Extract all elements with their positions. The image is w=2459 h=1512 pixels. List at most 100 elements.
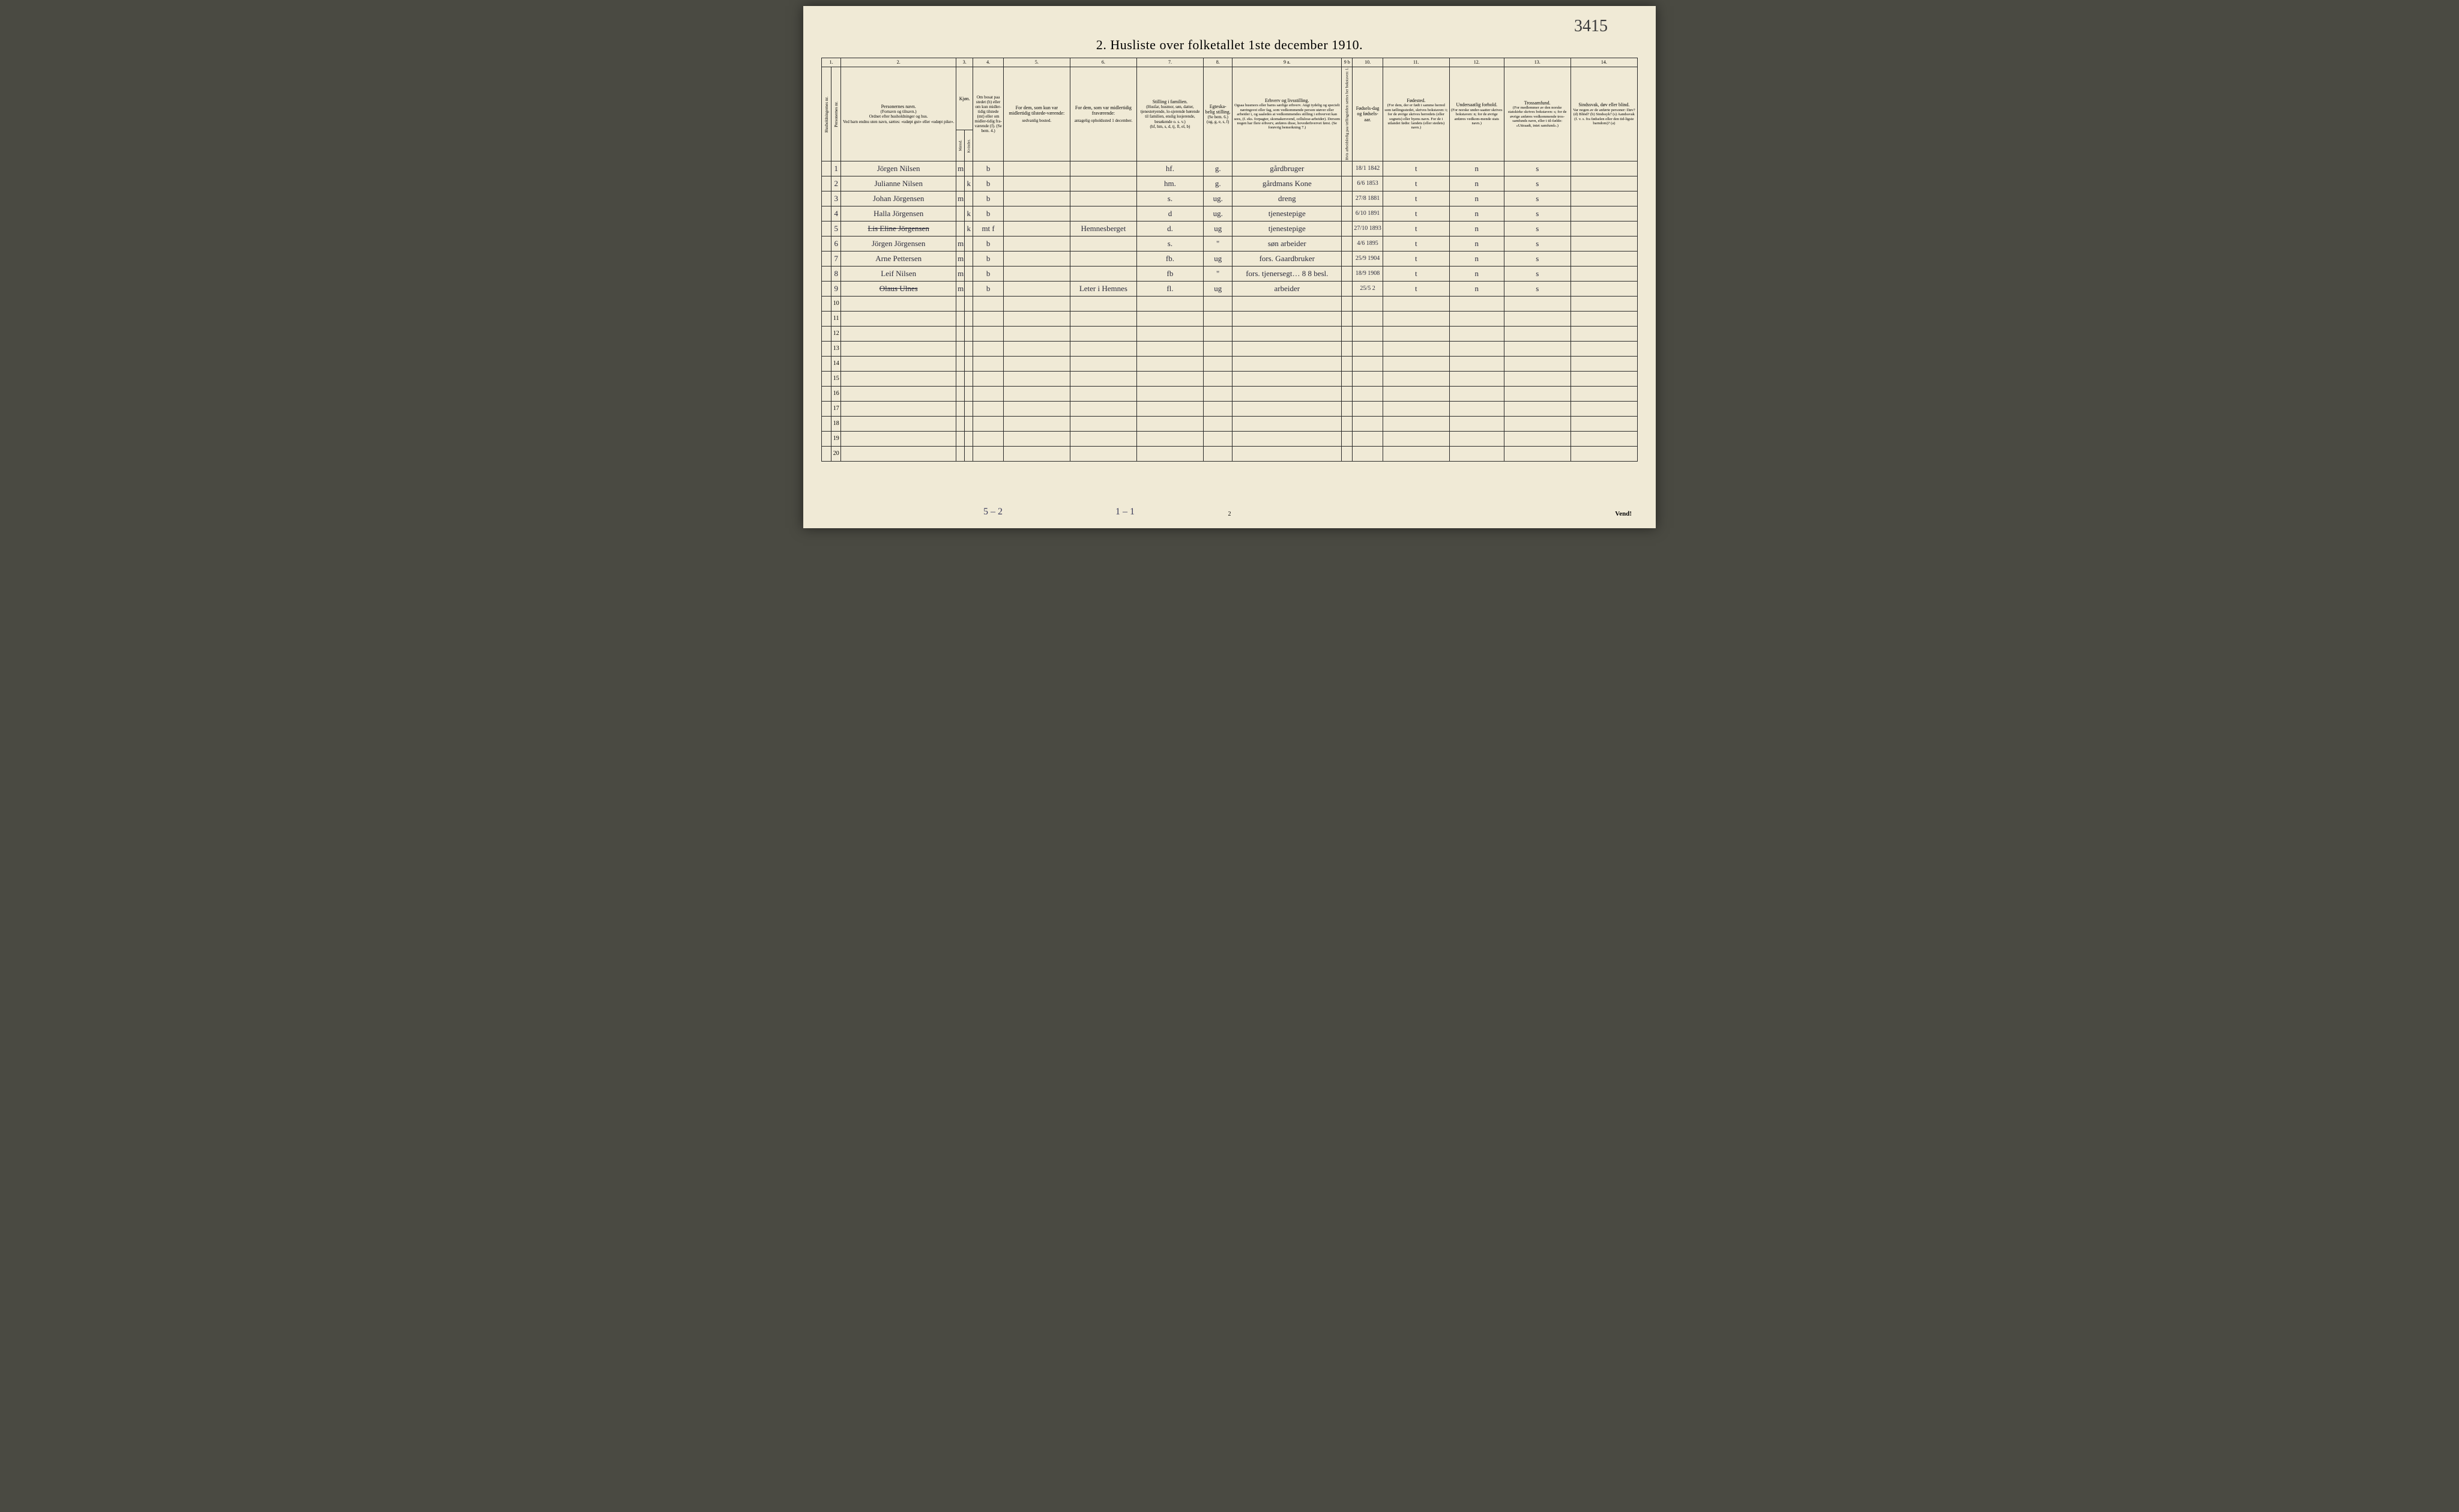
empty-cell	[1570, 371, 1637, 386]
table-row: 14	[822, 356, 1638, 371]
colnum-7: 7.	[1136, 58, 1203, 67]
household-nr-cell	[822, 206, 831, 221]
religion-cell: s	[1504, 176, 1570, 191]
empty-cell	[1203, 386, 1232, 401]
temp-absent-cell	[1070, 236, 1136, 251]
citizenship-cell: n	[1449, 221, 1504, 236]
empty-cell	[1449, 386, 1504, 401]
birthplace-cell: t	[1383, 161, 1449, 176]
empty-cell	[1570, 311, 1637, 326]
female-cell: k	[965, 206, 973, 221]
table-row: 16	[822, 386, 1638, 401]
empty-cell	[1504, 401, 1570, 416]
empty-cell	[1342, 386, 1353, 401]
empty-cell	[841, 356, 956, 371]
empty-cell	[1003, 356, 1070, 371]
empty-cell	[956, 416, 965, 431]
disability-cell	[1570, 191, 1637, 206]
birth-cell: 6/6 1853	[1353, 176, 1383, 191]
disability-cell	[1570, 236, 1637, 251]
empty-cell	[1136, 401, 1203, 416]
empty-cell	[1504, 446, 1570, 461]
person-nr-cell: 4	[831, 206, 841, 221]
empty-cell	[1003, 446, 1070, 461]
table-row: 20	[822, 446, 1638, 461]
unemployed-cell	[1342, 221, 1353, 236]
birthplace-cell: t	[1383, 176, 1449, 191]
occupation-cell: tjenestepige	[1233, 221, 1342, 236]
table-row: 15	[822, 371, 1638, 386]
disability-cell	[1570, 281, 1637, 296]
table-row: 4Halla Jörgensenkbdug.tjenestepige6/10 1…	[822, 206, 1638, 221]
empty-cell	[1342, 371, 1353, 386]
empty-cell	[956, 311, 965, 326]
hdr-c6-title: For dem, som var midlertidig fraværende:	[1072, 105, 1135, 116]
hdr-resident: Om bosat paa stedet (b) eller om kun mid…	[973, 67, 1003, 161]
female-cell	[965, 236, 973, 251]
birthplace-cell: t	[1383, 206, 1449, 221]
person-nr-cell: 14	[831, 356, 841, 371]
household-nr-cell	[822, 161, 831, 176]
empty-cell	[1570, 431, 1637, 446]
marital-cell: ug.	[1203, 191, 1232, 206]
empty-cell	[1070, 311, 1136, 326]
empty-cell	[956, 356, 965, 371]
empty-cell	[1383, 326, 1449, 341]
table-row: 8Leif Nilsenmbfb"fors. tjenersegt… 8 8 b…	[822, 266, 1638, 281]
hdr-c14-title: Sindssvak, døv eller blind.	[1572, 102, 1636, 107]
empty-cell	[1353, 446, 1383, 461]
name-cell: Lis Eline Jörgensen	[841, 221, 956, 236]
empty-cell	[1570, 386, 1637, 401]
empty-cell	[1449, 371, 1504, 386]
hdr-c14-sub: Var nogen av de anførte personer: Døv? (…	[1572, 108, 1636, 126]
empty-cell	[1003, 341, 1070, 356]
colnum-9b: 9 b	[1342, 58, 1353, 67]
hdr-name: Personernes navn. (Fornavn og tilnavn.) …	[841, 67, 956, 161]
religion-cell: s	[1504, 281, 1570, 296]
household-nr-cell	[822, 371, 831, 386]
hdr-c11-title: Fødested.	[1384, 98, 1448, 103]
empty-cell	[1449, 356, 1504, 371]
colnum-12: 12.	[1449, 58, 1504, 67]
empty-cell	[1570, 446, 1637, 461]
colnum-10: 10.	[1353, 58, 1383, 67]
empty-cell	[973, 311, 1003, 326]
marital-cell: g.	[1203, 176, 1232, 191]
empty-cell	[1233, 371, 1342, 386]
female-cell	[965, 251, 973, 266]
empty-cell	[1383, 296, 1449, 311]
person-nr-cell: 2	[831, 176, 841, 191]
disability-cell	[1570, 161, 1637, 176]
family-pos-cell: fb	[1136, 266, 1203, 281]
empty-cell	[965, 356, 973, 371]
empty-cell	[1203, 416, 1232, 431]
empty-cell	[973, 296, 1003, 311]
empty-cell	[841, 296, 956, 311]
empty-cell	[1353, 326, 1383, 341]
empty-cell	[1233, 401, 1342, 416]
citizenship-cell: n	[1449, 236, 1504, 251]
table-row: 6Jörgen Jörgensenmbs."søn arbeider4/6 18…	[822, 236, 1638, 251]
marital-cell: "	[1203, 236, 1232, 251]
hdr-c7-title: Stilling i familien.	[1138, 99, 1202, 104]
empty-cell	[1353, 401, 1383, 416]
birth-cell: 27/8 1881	[1353, 191, 1383, 206]
empty-cell	[1070, 386, 1136, 401]
citizenship-cell: n	[1449, 266, 1504, 281]
hdr-name-sub3: Ved barn endnu uten navn, sættes: «udøpt…	[842, 119, 955, 124]
empty-cell	[1003, 431, 1070, 446]
resident-cell: b	[973, 191, 1003, 206]
name-cell: Johan Jörgensen	[841, 191, 956, 206]
unemployed-cell	[1342, 281, 1353, 296]
household-nr-cell	[822, 296, 831, 311]
female-cell	[965, 281, 973, 296]
occupation-cell: fors. tjenersegt… 8 8 besl.	[1233, 266, 1342, 281]
empty-cell	[1353, 386, 1383, 401]
hdr-name-title: Personernes navn.	[842, 104, 955, 109]
empty-cell	[1233, 341, 1342, 356]
female-cell	[965, 191, 973, 206]
empty-cell	[1203, 296, 1232, 311]
empty-cell	[841, 371, 956, 386]
table-row: 2Julianne Nilsenkbhm.g.gårdmans Kone6/6 …	[822, 176, 1638, 191]
hdr-person-nr: Personernes nr.	[831, 67, 841, 161]
